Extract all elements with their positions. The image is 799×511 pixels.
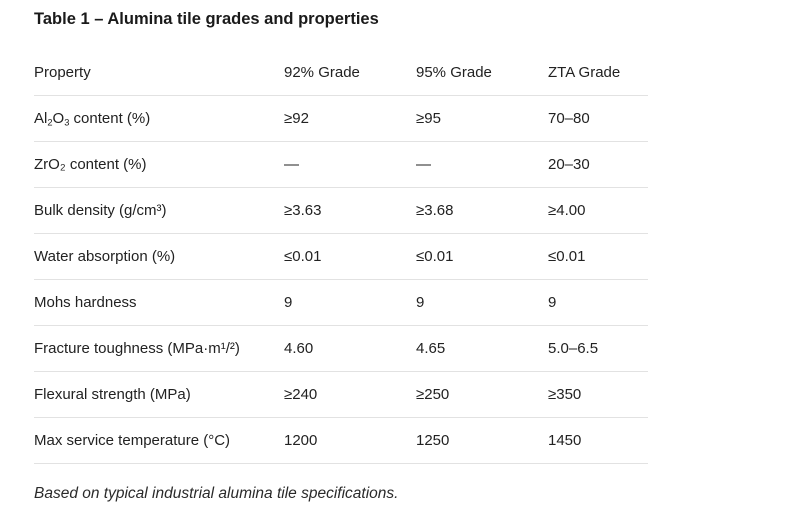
row-label: Max service temperature (°C) [34,417,284,464]
row-label: Mohs hardness [34,279,284,326]
table-caption: Based on typical industrial alumina tile… [34,485,399,502]
cell-95-grade: 9 [416,279,548,326]
cell-zta-grade: 5.0–6.5 [548,325,648,372]
table-row: Fracture toughness (MPa·m¹/²) 4.60 4.65 … [34,325,648,372]
row-label: Bulk density (g/cm³) [34,187,284,234]
properties-table: Property 92% Grade 95% Grade ZTA Grade A… [34,50,648,464]
header-property: Property [34,50,284,96]
cell-zta-grade: ≤0.01 [548,233,648,280]
cell-95-grade: ≥3.68 [416,187,548,234]
table-row: Flexural strength (MPa) ≥240 ≥250 ≥350 [34,371,648,418]
cell-zta-grade: 20–30 [548,141,648,188]
table-row: Mohs hardness 9 9 9 [34,279,648,326]
cell-92-grade: 4.60 [284,325,416,372]
cell-92-grade: ≥240 [284,371,416,418]
row-label: Fracture toughness (MPa·m¹/²) [34,325,284,372]
cell-zta-grade: 1450 [548,417,648,464]
cell-92-grade: 9 [284,279,416,326]
table-row: Max service temperature (°C) 1200 1250 1… [34,417,648,464]
table-row: Al2O3 content (%) ≥92 ≥95 70–80 [34,95,648,142]
row-label-subscript: 2 [47,117,53,128]
table-header-row: Property 92% Grade 95% Grade ZTA Grade [34,50,648,96]
cell-95-grade: ≤0.01 [416,233,548,280]
row-label-subscript: 3 [64,117,70,128]
table-title: Table 1 – Alumina tile grades and proper… [34,10,379,28]
cell-95-grade: — [416,141,548,188]
cell-zta-grade: 9 [548,279,648,326]
row-label-part: Al [34,110,48,127]
cell-95-grade: 1250 [416,417,548,464]
header-zta-grade: ZTA Grade [548,50,648,96]
cell-zta-grade: ≥350 [548,371,648,418]
cell-95-grade: ≥250 [416,371,548,418]
cell-95-grade: 4.65 [416,325,548,372]
cell-92-grade: 1200 [284,417,416,464]
header-92-grade: 92% Grade [284,50,416,96]
row-label: ZrO₂ content (%) [34,141,284,188]
cell-95-grade: ≥95 [416,95,548,142]
row-label-part: O [52,110,65,127]
table-row: ZrO₂ content (%) — — 20–30 [34,141,648,188]
cell-92-grade: ≤0.01 [284,233,416,280]
cell-zta-grade: 70–80 [548,95,648,142]
header-95-grade: 95% Grade [416,50,548,96]
row-label: Flexural strength (MPa) [34,371,284,418]
cell-92-grade: — [284,141,416,188]
cell-92-grade: ≥92 [284,95,416,142]
table-row: Water absorption (%) ≤0.01 ≤0.01 ≤0.01 [34,233,648,280]
row-label-part: content (%) [69,110,151,127]
cell-zta-grade: ≥4.00 [548,187,648,234]
table-row: Bulk density (g/cm³) ≥3.63 ≥3.68 ≥4.00 [34,187,648,234]
row-label: Water absorption (%) [34,233,284,280]
row-label: Al2O3 content (%) [34,95,284,142]
cell-92-grade: ≥3.63 [284,187,416,234]
